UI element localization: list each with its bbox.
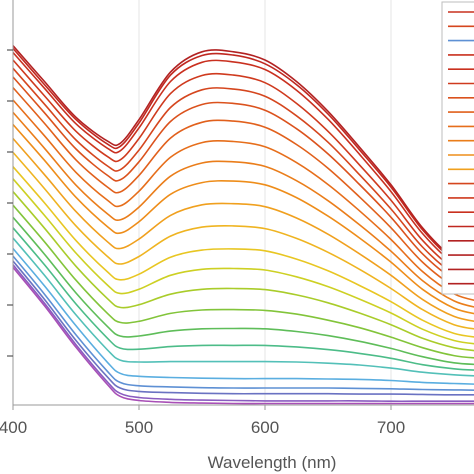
series-line — [12, 260, 474, 396]
series-line — [12, 216, 474, 366]
series-line — [12, 166, 474, 338]
y-ticks — [7, 49, 13, 357]
series-line — [12, 266, 474, 405]
series-line — [12, 247, 474, 385]
x-tick-label: 700 — [377, 418, 405, 437]
series-line — [12, 227, 474, 371]
x-axis-label: Wavelength (nm) — [208, 453, 337, 472]
x-tick-label: 500 — [125, 418, 153, 437]
series-line — [12, 45, 474, 269]
series-line — [12, 67, 474, 283]
x-tick-label: 600 — [251, 418, 279, 437]
series-lines — [12, 45, 474, 405]
x-tick-label: 400 — [0, 418, 27, 437]
series-line — [12, 51, 474, 274]
series-line — [12, 99, 474, 301]
series-line — [12, 87, 474, 295]
x-ticks: 400 500 600 700 — [0, 405, 405, 437]
series-line — [12, 204, 474, 359]
series-line — [12, 123, 474, 315]
series-line — [12, 151, 474, 330]
series-line — [12, 237, 474, 377]
series-line — [12, 111, 474, 308]
series-line — [12, 47, 474, 271]
series-line — [12, 255, 474, 391]
series-line — [12, 59, 474, 279]
legend-box — [441, 1, 474, 295]
series-line — [12, 178, 474, 345]
series-line — [12, 137, 474, 323]
legend — [441, 1, 474, 295]
series-line — [12, 76, 474, 288]
series-line — [12, 191, 474, 352]
series-line — [12, 264, 474, 403]
